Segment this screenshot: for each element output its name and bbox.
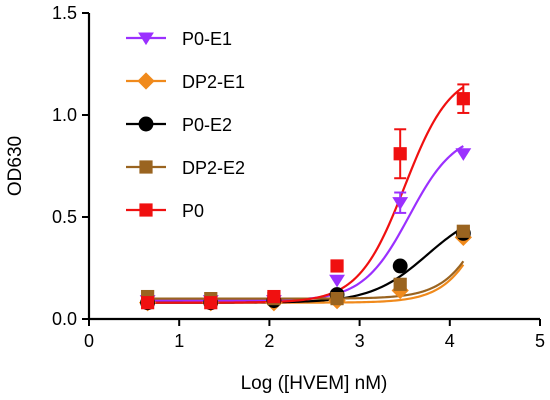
x-tick-label: 0 bbox=[84, 331, 94, 351]
fit-curve bbox=[147, 260, 465, 300]
plot-area: 0 1 2 3 4 5 0.0 0.5 1.0 1.5 bbox=[52, 3, 545, 351]
y-tick-label: 0.0 bbox=[52, 309, 77, 329]
fit-curve bbox=[147, 86, 464, 304]
y-tick-label: 1.0 bbox=[52, 105, 77, 125]
data-point bbox=[456, 224, 470, 238]
legend-label: P0-E1 bbox=[182, 29, 232, 49]
legend-label: DP2-E1 bbox=[182, 72, 245, 92]
data-point bbox=[393, 147, 407, 161]
legend-label: P0-E2 bbox=[182, 115, 232, 135]
y-tick-label: 0.5 bbox=[52, 207, 77, 227]
data-point bbox=[392, 258, 408, 274]
x-tick-label: 1 bbox=[174, 331, 184, 351]
fit-curve bbox=[147, 264, 465, 304]
x-tick-label: 2 bbox=[264, 331, 274, 351]
legend-marker bbox=[137, 72, 155, 90]
data-point bbox=[204, 296, 218, 310]
legend-label: P0 bbox=[182, 201, 204, 221]
y-axis-title: OD630 bbox=[5, 136, 26, 196]
data-point bbox=[330, 292, 344, 306]
data-point bbox=[141, 296, 155, 310]
legend-marker bbox=[139, 203, 153, 217]
data-point bbox=[456, 92, 470, 106]
data-point bbox=[393, 277, 407, 291]
legend-marker bbox=[138, 32, 154, 46]
legend-label: DP2-E2 bbox=[182, 158, 245, 178]
legend-marker bbox=[139, 160, 153, 174]
data-point bbox=[329, 274, 345, 288]
legend: P0-E1 DP2-E1 P0-E2 DP2-E2 P0 bbox=[126, 29, 245, 221]
data-point bbox=[392, 197, 409, 210]
x-tick-label: 3 bbox=[355, 331, 365, 351]
y-tick-label: 1.5 bbox=[52, 3, 77, 23]
fit-curve bbox=[147, 226, 464, 304]
data-point bbox=[267, 289, 281, 304]
x-axis-title: Log ([HVEM] nM) bbox=[241, 373, 388, 394]
data-point bbox=[330, 259, 344, 273]
x-tick-label: 4 bbox=[445, 331, 455, 351]
legend-marker bbox=[138, 116, 154, 132]
x-tick-label: 5 bbox=[535, 331, 545, 351]
data-point bbox=[455, 148, 472, 161]
